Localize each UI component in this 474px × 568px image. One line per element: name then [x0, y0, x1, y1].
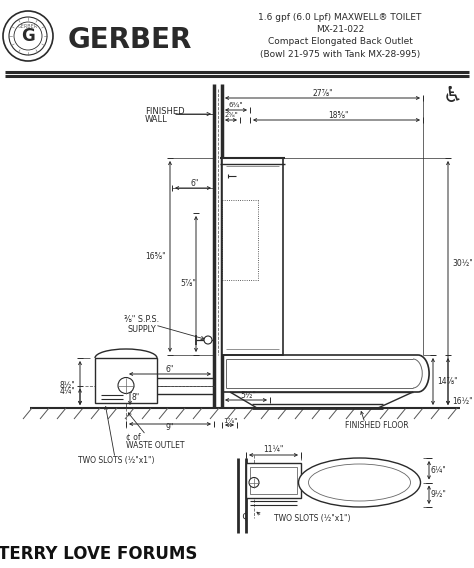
- Text: 18⅝": 18⅝": [328, 111, 348, 120]
- Text: ♿: ♿: [443, 86, 463, 106]
- Text: GERBER: GERBER: [18, 23, 38, 28]
- Ellipse shape: [299, 458, 420, 507]
- Text: SUPPLY: SUPPLY: [128, 324, 156, 333]
- Text: 16⅝": 16⅝": [145, 252, 165, 261]
- Text: WALL: WALL: [145, 115, 168, 124]
- Text: 1.6 gpf (6.0 Lpf) MAXWELL® TOILET: 1.6 gpf (6.0 Lpf) MAXWELL® TOILET: [258, 14, 422, 23]
- Text: ¢: ¢: [241, 511, 247, 521]
- Circle shape: [204, 336, 212, 344]
- Text: ⅜" S.P.S.: ⅜" S.P.S.: [125, 315, 160, 324]
- Text: 16½": 16½": [452, 397, 473, 406]
- Bar: [95, 358, 157, 403]
- Text: FINISHED: FINISHED: [145, 107, 185, 116]
- Text: Compact Elongated Back Outlet: Compact Elongated Back Outlet: [267, 37, 412, 47]
- Text: TERRY LOVE FORUMS: TERRY LOVE FORUMS: [0, 545, 198, 563]
- Text: 6¾": 6¾": [229, 102, 243, 108]
- Text: WASTE OUTLET: WASTE OUTLET: [126, 441, 184, 450]
- Text: 9½": 9½": [431, 490, 447, 499]
- Text: 11¼": 11¼": [264, 445, 283, 454]
- Text: MX-21-022: MX-21-022: [316, 26, 364, 35]
- Text: (Bowl 21-975 with Tank MX-28-995): (Bowl 21-975 with Tank MX-28-995): [260, 49, 420, 59]
- Ellipse shape: [309, 464, 410, 501]
- Text: 2⅝": 2⅝": [224, 112, 238, 118]
- Text: FINISHED FLOOR: FINISHED FLOOR: [345, 420, 409, 429]
- Circle shape: [249, 478, 259, 487]
- Bar: [250, 467, 297, 494]
- Text: 30½": 30½": [452, 258, 473, 268]
- Text: 9": 9": [166, 424, 174, 432]
- Circle shape: [9, 17, 47, 55]
- Text: 1⅞": 1⅞": [223, 418, 237, 424]
- Circle shape: [3, 11, 53, 61]
- Text: ¢ of: ¢ of: [126, 432, 141, 441]
- Text: 14⅞": 14⅞": [437, 377, 457, 386]
- Text: G: G: [21, 27, 35, 45]
- Text: TWO SLOTS (½"x1"): TWO SLOTS (½"x1"): [78, 456, 155, 465]
- Text: 5½": 5½": [240, 391, 256, 399]
- Text: GERBER: GERBER: [68, 26, 192, 54]
- Text: 4¼": 4¼": [60, 387, 76, 396]
- Text: 8½": 8½": [60, 382, 76, 391]
- Bar: [246, 463, 301, 498]
- Text: 27⅞": 27⅞": [312, 89, 333, 98]
- Circle shape: [118, 378, 134, 394]
- Circle shape: [14, 22, 42, 50]
- Text: 6¼": 6¼": [431, 466, 447, 475]
- Text: 5⅞": 5⅞": [180, 279, 196, 289]
- Text: 6": 6": [166, 365, 174, 374]
- Bar: [222, 158, 283, 355]
- Text: 8": 8": [132, 392, 140, 402]
- Text: TWO SLOTS (½"x1"): TWO SLOTS (½"x1"): [274, 513, 350, 523]
- Text: 6": 6": [191, 179, 199, 189]
